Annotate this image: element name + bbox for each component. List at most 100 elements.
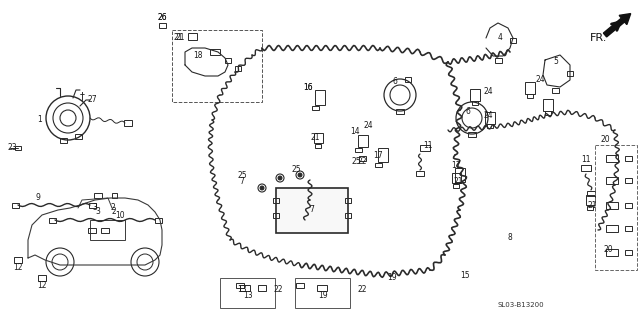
Text: 12: 12 — [13, 263, 23, 272]
Bar — [314, 133, 323, 143]
Bar — [552, 87, 559, 93]
Bar — [625, 226, 632, 231]
Bar — [606, 154, 618, 161]
Text: 26: 26 — [157, 13, 167, 23]
Bar — [235, 65, 241, 70]
Bar — [273, 197, 279, 203]
Bar — [258, 285, 266, 291]
Text: 1: 1 — [38, 115, 42, 124]
Text: 3: 3 — [95, 207, 100, 217]
Text: 7: 7 — [239, 177, 244, 187]
Circle shape — [260, 186, 264, 190]
FancyArrow shape — [604, 14, 630, 37]
Bar — [101, 227, 109, 233]
Text: 16: 16 — [303, 84, 313, 93]
Bar — [452, 173, 461, 183]
Bar — [12, 203, 19, 207]
Bar — [485, 112, 495, 124]
Text: 14: 14 — [350, 128, 360, 137]
Text: 25: 25 — [237, 170, 247, 180]
Bar — [355, 148, 362, 152]
Text: †: † — [79, 91, 84, 101]
Text: 8: 8 — [508, 234, 513, 242]
Text: 24: 24 — [483, 87, 493, 97]
Text: 13: 13 — [237, 286, 247, 294]
Circle shape — [298, 173, 302, 177]
Bar — [111, 192, 116, 197]
Bar — [276, 188, 348, 233]
Text: 19: 19 — [387, 273, 397, 283]
Bar — [420, 145, 430, 151]
Bar — [220, 278, 275, 308]
Bar — [468, 131, 476, 137]
Text: 2: 2 — [111, 204, 115, 212]
Bar — [188, 33, 197, 40]
Text: 6: 6 — [465, 108, 470, 116]
Bar — [296, 283, 304, 287]
Text: 24: 24 — [483, 110, 493, 120]
Bar — [295, 278, 350, 308]
Bar — [495, 57, 502, 63]
Text: 6: 6 — [392, 78, 397, 86]
Text: 21: 21 — [175, 33, 185, 42]
Text: 24: 24 — [363, 121, 373, 130]
Bar — [378, 148, 388, 162]
Bar — [88, 227, 96, 233]
Bar — [545, 111, 551, 115]
Text: 25: 25 — [351, 158, 361, 167]
Bar — [525, 82, 535, 94]
Bar — [567, 70, 573, 76]
Bar — [586, 195, 595, 205]
Bar — [587, 190, 595, 196]
Text: 22: 22 — [357, 158, 367, 167]
Text: 2: 2 — [111, 207, 116, 217]
Bar — [587, 206, 593, 210]
Bar — [606, 176, 618, 183]
Bar — [159, 23, 166, 27]
Text: 10: 10 — [115, 211, 125, 219]
Text: 16: 16 — [303, 84, 313, 93]
Text: 21: 21 — [173, 33, 183, 42]
Bar — [625, 249, 632, 255]
Bar — [543, 99, 553, 111]
Bar — [225, 57, 231, 63]
Bar — [236, 283, 244, 287]
Circle shape — [278, 176, 282, 180]
Text: 18: 18 — [193, 50, 203, 60]
Text: 22: 22 — [273, 286, 283, 294]
Text: 23: 23 — [7, 144, 17, 152]
Bar — [470, 89, 480, 101]
Text: 12: 12 — [37, 280, 47, 290]
Bar — [60, 137, 67, 143]
Bar — [595, 145, 637, 270]
Bar — [345, 212, 351, 218]
Bar — [606, 249, 618, 256]
Bar — [312, 106, 319, 110]
Bar — [358, 155, 365, 160]
Bar — [396, 108, 404, 114]
Bar — [625, 177, 632, 182]
Bar — [273, 212, 279, 218]
Text: 20: 20 — [600, 136, 610, 145]
Bar — [38, 275, 46, 281]
Text: 19: 19 — [318, 291, 328, 300]
Bar — [606, 225, 618, 232]
Text: 22: 22 — [357, 286, 367, 294]
Bar — [172, 30, 262, 102]
Bar — [154, 218, 161, 222]
Text: 21: 21 — [588, 201, 596, 210]
Text: 3: 3 — [93, 204, 97, 212]
Bar — [625, 203, 632, 207]
Text: 24: 24 — [535, 76, 545, 85]
Text: 5: 5 — [554, 57, 559, 66]
Bar — [453, 184, 459, 188]
Bar — [94, 192, 102, 197]
Text: 4: 4 — [497, 33, 502, 42]
Bar — [210, 49, 220, 55]
Text: 17: 17 — [451, 160, 461, 169]
Bar — [240, 285, 250, 291]
Bar — [358, 135, 368, 147]
Text: SL03-B13200: SL03-B13200 — [498, 302, 545, 308]
Bar — [88, 203, 95, 207]
Bar — [606, 202, 618, 209]
